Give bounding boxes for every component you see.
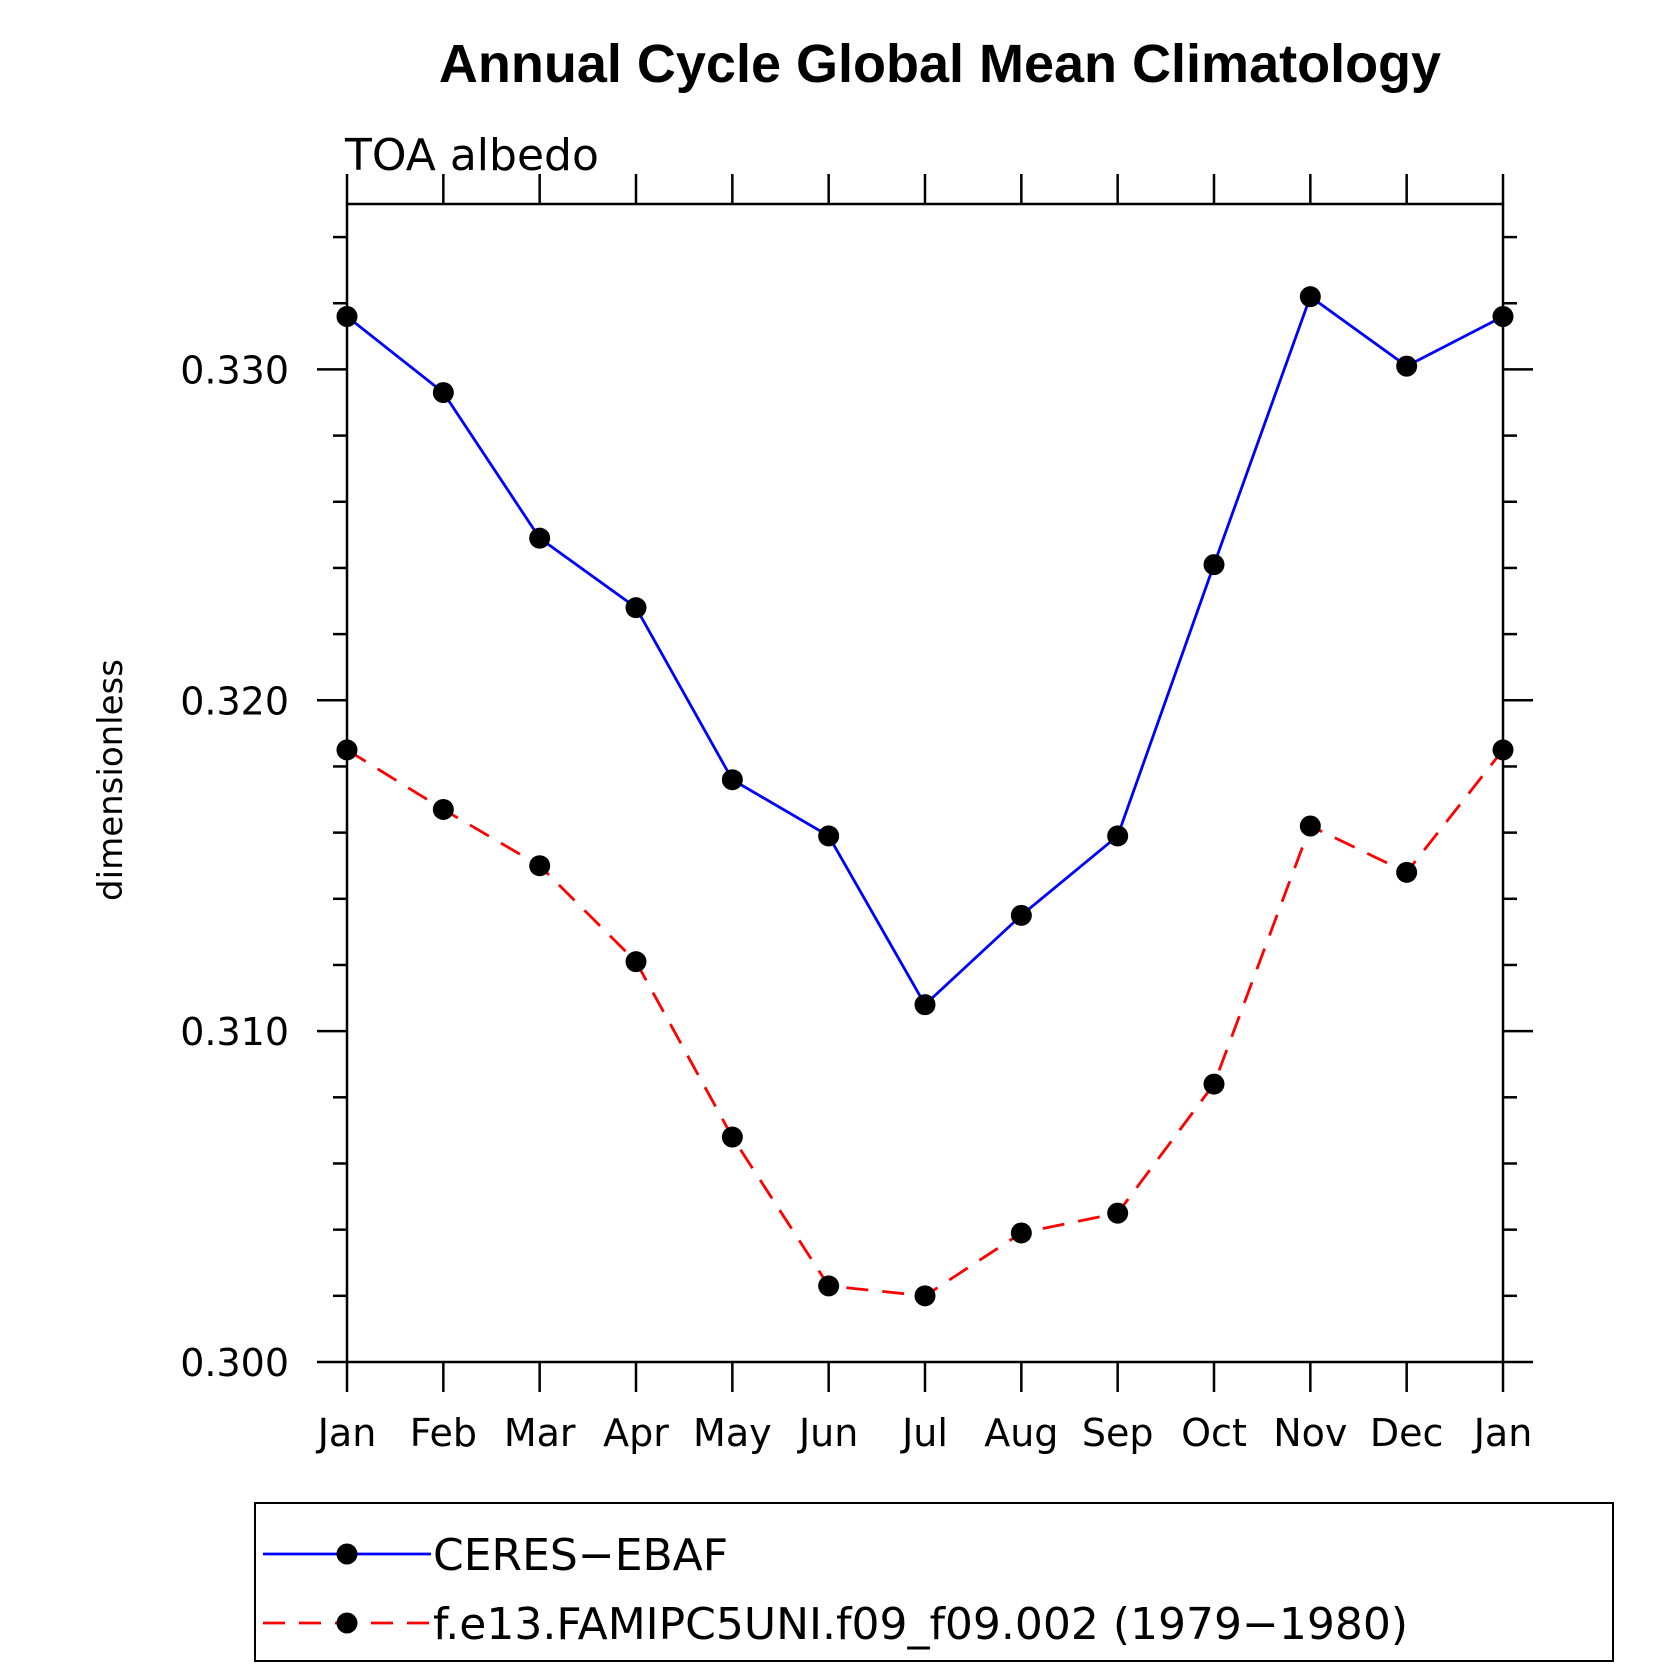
x-tick-label: Dec (1370, 1411, 1444, 1455)
x-tick-label: Jan (316, 1411, 377, 1455)
y-tick-label: 0.320 (180, 679, 289, 723)
data-point (914, 994, 936, 1016)
series-layer (336, 286, 1514, 1307)
x-tick-label: Nov (1273, 1411, 1347, 1455)
x-tick-label: Sep (1082, 1411, 1154, 1455)
x-tick-label: Mar (504, 1411, 576, 1455)
data-point (625, 951, 647, 973)
y-axis: 0.300 0.310 0.320 0.330 (180, 235, 1533, 1385)
legend-marker (336, 1612, 358, 1634)
data-point (529, 527, 551, 549)
data-point (336, 739, 358, 761)
data-point (1107, 825, 1129, 847)
data-point (721, 1126, 743, 1148)
data-point (432, 382, 454, 404)
legend-label: CERES−EBAF (433, 1530, 728, 1581)
x-axis: Jan Feb Mar Apr May Jun Jul Aug Sep Oct Nov Dec Jan (316, 174, 1533, 1455)
data-point (1299, 286, 1321, 308)
x-tick-label: Apr (603, 1411, 669, 1455)
data-point (625, 597, 647, 619)
y-tick-label: 0.310 (180, 1010, 289, 1054)
x-tick-label: Jul (900, 1411, 948, 1455)
data-point (1203, 1073, 1225, 1095)
chart-subtitle: TOA albedo (344, 130, 599, 181)
legend-label: f.e13.FAMIPC5UNI.f09_f09.002 (1979−1980) (433, 1599, 1408, 1650)
data-point (721, 769, 743, 791)
data-point (1396, 355, 1418, 377)
data-point (1010, 904, 1032, 926)
data-point (529, 855, 551, 877)
data-point (1396, 861, 1418, 883)
data-point (1492, 305, 1514, 327)
series-line-2 (346, 748, 1505, 1298)
x-tick-label: May (693, 1411, 772, 1455)
legend: CERES−EBAF f.e13.FAMIPC5UNI.f09_f09.002 (… (254, 1502, 1614, 1662)
x-tick-label: Aug (984, 1411, 1058, 1455)
data-point (1492, 739, 1514, 761)
data-point (1299, 815, 1321, 837)
data-point (914, 1285, 936, 1307)
x-tick-label: Oct (1181, 1411, 1247, 1455)
data-point (1010, 1222, 1032, 1244)
x-tick-label: Jun (797, 1411, 858, 1455)
legend-box (254, 1502, 1614, 1662)
data-point (818, 1275, 840, 1297)
y-tick-label: 0.330 (180, 348, 289, 392)
data-point (1203, 554, 1225, 576)
plot-border (345, 202, 1505, 1364)
data-point (432, 798, 454, 820)
y-tick-label: 0.300 (180, 1341, 289, 1385)
data-point (818, 825, 840, 847)
x-tick-label: Jan (1472, 1411, 1533, 1455)
legend-marker (336, 1543, 358, 1565)
plot-frame (345, 202, 1505, 1364)
chart-title: Annual Cycle Global Mean Climatology (439, 34, 1441, 94)
series-line-1 (346, 294, 1504, 1007)
data-point (1107, 1202, 1129, 1224)
y-axis-label: dimensionless (91, 659, 131, 901)
x-tick-label: Feb (410, 1411, 477, 1455)
data-point (336, 305, 358, 327)
